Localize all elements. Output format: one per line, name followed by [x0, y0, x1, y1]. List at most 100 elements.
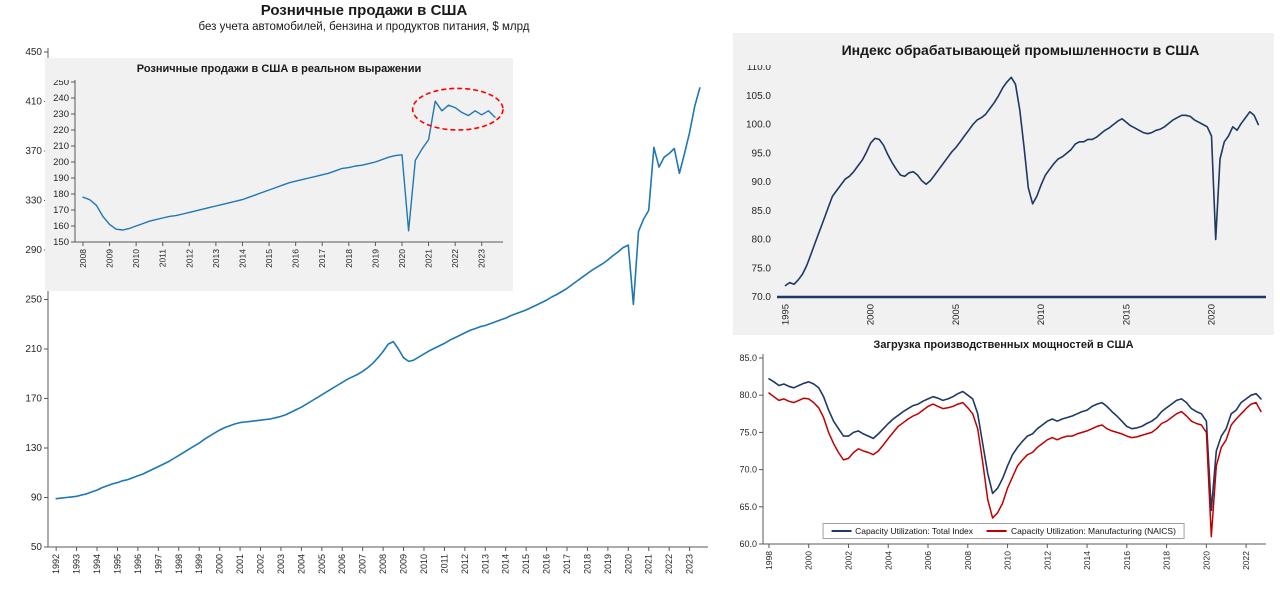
retail-real-plot: 150 160 170 180 190 200 210 220 230 240 250 2008 200… — [53, 80, 504, 268]
legend-label-manufacturing: Capacity Utilization: Manufacturing (NAI… — [1011, 526, 1176, 536]
y-tick-label: 70.0 — [752, 292, 772, 303]
inset-chart-title: Розничные продажи в США в реальном выраж… — [136, 63, 422, 75]
manufacturing-index-chart-panel: Индекс обрабатывающей промышленности в С… — [733, 33, 1274, 335]
y-tick-label: 130 — [25, 443, 42, 454]
x-tick-label: 2022 — [664, 554, 674, 574]
y-tick-label: 290 — [25, 245, 42, 256]
series-line-1 — [768, 392, 1262, 538]
y-tick-label: 80.0 — [739, 390, 757, 400]
capacity-legend: Capacity Utilization: Total Index Capaci… — [822, 523, 1185, 539]
x-tick-label: 1999 — [194, 554, 204, 574]
y-tick-label: 65.0 — [739, 502, 757, 512]
y-tick-label: 160 — [53, 221, 69, 232]
x-tick-label: 1997 — [153, 554, 163, 574]
x-tick-label: 1996 — [133, 554, 143, 574]
x-tick-label: 2021 — [644, 554, 654, 574]
x-tick-label: 2014 — [237, 249, 247, 268]
x-tick-label: 2023 — [685, 554, 695, 574]
y-tick-label: 370 — [25, 146, 42, 157]
x-tick-label: 2010 — [419, 554, 429, 574]
y-tick-label: 95.0 — [752, 148, 772, 159]
retail-sales-plot: 50 90 130 170 210 250 290 330 370 410 450 1992 1993 1… — [25, 47, 708, 574]
y-tick-label: 230 — [53, 109, 69, 120]
legend-line-swatch-manufacturing — [987, 530, 1008, 532]
x-tick-label: 2009 — [105, 249, 115, 268]
x-tick-label: 2002 — [843, 551, 853, 570]
legend-item-manufacturing: Capacity Utilization: Manufacturing (NAI… — [987, 526, 1176, 536]
y-tick-label: 170 — [53, 205, 69, 216]
y-tick-label: 50 — [31, 542, 43, 553]
x-tick-label: 2008 — [78, 249, 88, 268]
y-tick-label: 240 — [53, 93, 69, 104]
x-tick-label: 2012 — [184, 249, 194, 268]
legend-label-total-index: Capacity Utilization: Total Index — [855, 526, 974, 536]
highlight-ellipse-annotation — [411, 87, 504, 131]
y-tick-label: 180 — [53, 189, 69, 200]
x-tick-label: 2010 — [1003, 551, 1013, 570]
x-tick-label: 2016 — [1122, 551, 1132, 570]
x-tick-label: 2011 — [439, 554, 449, 573]
y-tick-label: 210 — [25, 344, 42, 355]
x-tick-label: 2019 — [603, 554, 613, 574]
x-tick-label: 2014 — [501, 554, 511, 574]
x-tick-label: 2012 — [1042, 551, 1052, 570]
x-tick-label: 1995 — [112, 554, 122, 574]
series-line-0 — [784, 76, 1260, 287]
x-tick-label: 2000 — [866, 304, 877, 325]
x-tick-label: 1992 — [51, 554, 61, 574]
x-tick-label: 2020 — [397, 249, 407, 268]
x-tick-label: 2000 — [215, 554, 225, 574]
y-tick-label: 90 — [31, 493, 43, 504]
x-tick-label: 2010 — [1036, 304, 1047, 325]
y-tick-label: 85.0 — [739, 354, 757, 363]
x-tick-label: 2018 — [1162, 551, 1172, 570]
x-tick-label: 2019 — [370, 249, 380, 268]
x-tick-label: 1993 — [72, 554, 82, 574]
x-tick-label: 2005 — [317, 554, 327, 574]
x-tick-label: 2012 — [460, 554, 470, 574]
x-tick-label: 2015 — [1121, 304, 1132, 325]
y-tick-label: 410 — [25, 97, 42, 108]
x-tick-label: 2005 — [951, 304, 962, 325]
retail-chart-subtitle: без учета автомобилей, бензина и продукт… — [198, 21, 530, 33]
x-tick-label: 1994 — [92, 554, 102, 574]
y-tick-label: 85.0 — [752, 206, 772, 217]
x-tick-label: 2021 — [424, 249, 434, 268]
y-tick-label: 250 — [53, 80, 69, 88]
x-tick-label: 2008 — [963, 551, 973, 570]
y-tick-label: 110.0 — [747, 65, 772, 73]
x-tick-label: 2010 — [131, 249, 141, 268]
y-tick-label: 90.0 — [752, 177, 772, 188]
x-tick-label: 1998 — [764, 551, 774, 570]
x-tick-label: 2001 — [235, 554, 245, 574]
y-tick-label: 105.0 — [746, 91, 771, 102]
x-tick-label: 2020 — [1201, 551, 1211, 570]
x-tick-label: 2000 — [804, 551, 814, 570]
x-tick-label: 2016 — [542, 554, 552, 574]
y-tick-label: 60.0 — [739, 539, 757, 549]
x-tick-label: 1995 — [781, 304, 792, 325]
x-tick-label: 2015 — [264, 249, 274, 268]
y-tick-label: 170 — [25, 394, 42, 405]
y-tick-label: 150 — [53, 237, 69, 248]
series-line-0 — [82, 100, 496, 232]
y-tick-label: 75.0 — [752, 263, 772, 274]
x-tick-label: 2013 — [211, 249, 221, 268]
x-tick-label: 2015 — [521, 554, 531, 574]
capacity-utilization-plot: 60.0 65.0 70.0 75.0 80.0 85.0 1998 2000 2002 2004… — [739, 354, 1266, 570]
x-tick-label: 2011 — [158, 249, 168, 268]
x-tick-label: 2018 — [344, 249, 354, 268]
x-tick-label: 2004 — [296, 554, 306, 574]
retail-real-inset-panel: Розничные продажи в США в реальном выраж… — [45, 58, 513, 291]
x-tick-label: 2023 — [477, 249, 487, 268]
legend-item-total-index: Capacity Utilization: Total Index — [831, 526, 973, 536]
x-tick-label: 2022 — [1241, 551, 1251, 570]
x-tick-label: 2020 — [1206, 304, 1217, 325]
x-tick-label: 2017 — [317, 249, 327, 268]
series-line-0 — [768, 377, 1262, 512]
x-tick-label: 2006 — [923, 551, 933, 570]
retail-chart-title: Розничные продажи в США — [260, 2, 468, 19]
y-tick-label: 100.0 — [746, 120, 771, 131]
x-tick-label: 2007 — [358, 554, 368, 574]
x-tick-label: 1998 — [174, 554, 184, 574]
